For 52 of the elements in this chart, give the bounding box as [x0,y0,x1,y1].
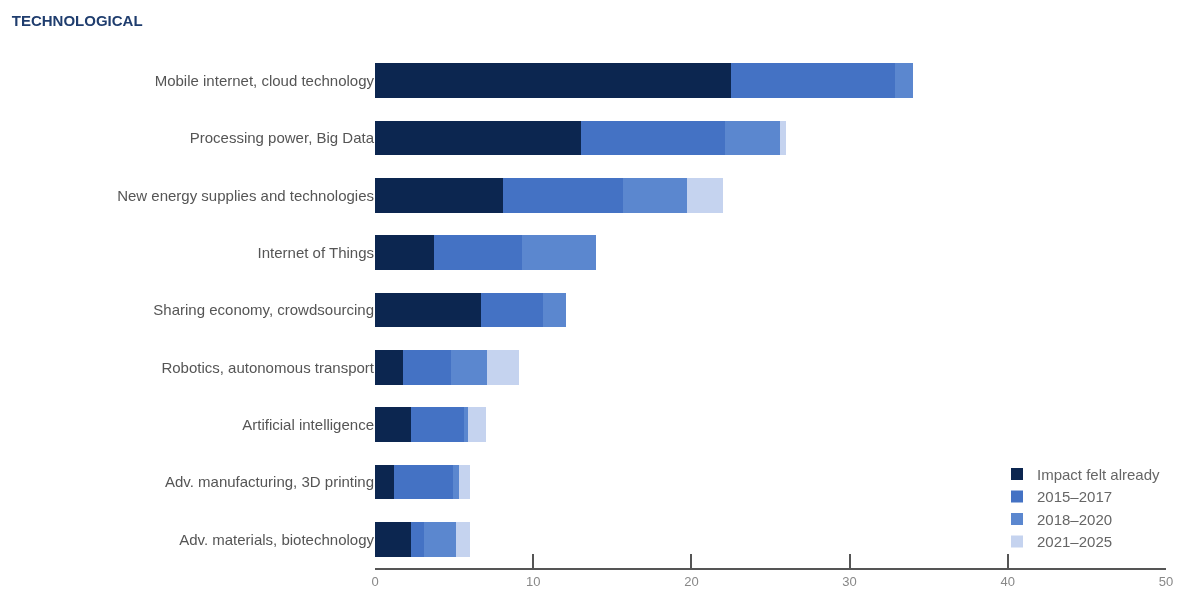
legend-label: 2015–2017 [1037,488,1113,506]
x-tick-label: 10 [525,573,541,589]
bar [542,292,567,328]
bar [580,120,725,156]
bar [487,350,519,385]
bar [450,350,488,385]
bar [424,522,456,557]
bar [403,350,451,385]
y-tick-label: New energy supplies and technologies [117,186,374,204]
bar [895,63,913,98]
bar [730,63,896,98]
bar [375,407,412,442]
bar [724,120,780,156]
bar [686,178,724,213]
bar [375,63,731,98]
bar [455,522,470,557]
y-tick-label: Artificial intelligence [242,415,374,433]
bar [623,178,687,213]
text: TECHNOLOGICAL [11,11,143,29]
bar [503,178,624,213]
legend-label: 2021–2025 [1037,533,1113,551]
x-tick-label: 0 [371,573,379,589]
y-tick-label: Sharing economy, crowdsourcing [153,301,374,319]
legend-label: 2018–2020 [1037,510,1113,528]
bar [375,464,394,500]
y-tick-label: Robotics, autonomous transport [161,358,375,376]
y-tick-label: Adv. manufacturing, 3D printing [165,473,374,491]
bar [411,407,464,442]
legend-label: Impact felt already [1037,465,1161,483]
bar [375,350,404,385]
bar [522,235,597,270]
bar [452,464,459,500]
y-tick-label: Processing power, Big Data [189,129,375,147]
x-tick-label: 40 [1000,573,1016,589]
bar [375,292,481,328]
bar [375,120,581,156]
x-tick-label: 20 [684,573,699,589]
bar [779,120,787,156]
x-tick-label: 30 [842,573,857,589]
bar [468,407,486,442]
bar [480,292,543,328]
bar [433,235,523,270]
bar [411,522,425,557]
y-tick-label: Internet of Things [257,243,374,261]
bar [375,522,412,557]
bar [393,464,453,500]
y-tick-label: Mobile internet, cloud technology [154,71,375,89]
y-tick-label: Adv. materials, biotechnology [179,530,375,548]
bar [458,464,470,500]
bar [375,178,504,213]
x-tick-label: 50 [1158,573,1174,589]
bar [375,235,434,270]
